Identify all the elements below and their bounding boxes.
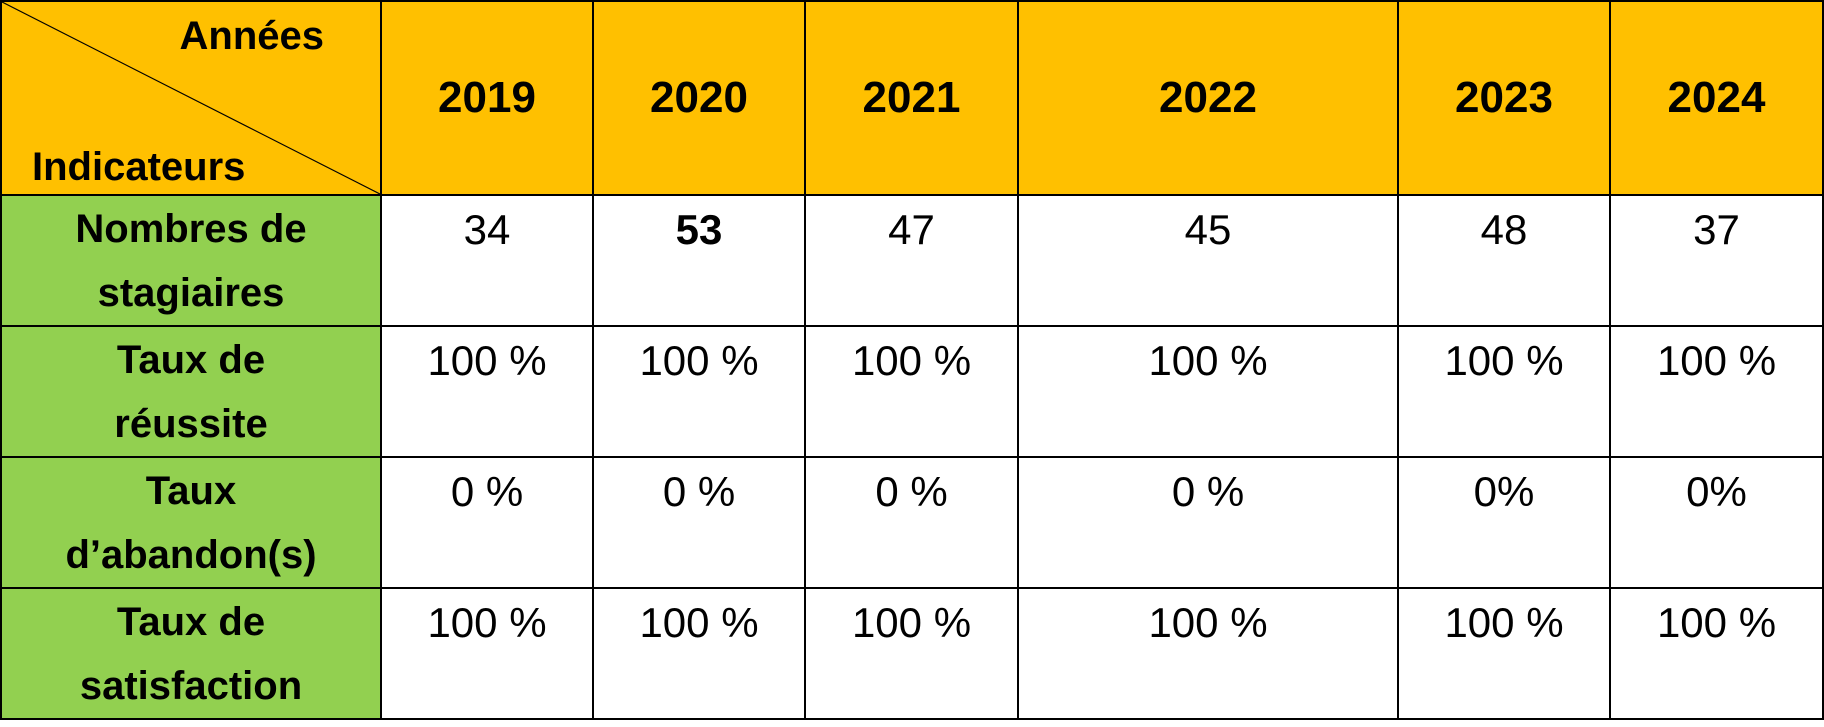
value-cell: 100 % <box>593 588 805 719</box>
value-cell: 100 % <box>805 326 1018 457</box>
corner-cell: Années Indicateurs <box>1 1 381 195</box>
value-cell: 47 <box>805 195 1018 326</box>
value-cell: 0 % <box>1018 457 1398 588</box>
row-header-line: réussite <box>114 402 267 446</box>
value-cell: 0 % <box>381 457 593 588</box>
value-cell: 100 % <box>1398 588 1610 719</box>
header-row: Années Indicateurs 2019 2020 2021 2022 2… <box>1 1 1823 195</box>
value-cell: 0 % <box>593 457 805 588</box>
year-header: 2024 <box>1610 1 1823 195</box>
row-header-line: d’abandon(s) <box>65 533 316 577</box>
year-header: 2021 <box>805 1 1018 195</box>
row-header-line: Nombres de <box>75 207 306 251</box>
value-cell: 45 <box>1018 195 1398 326</box>
row-header-line: Taux de <box>117 338 265 382</box>
value-cell: 48 <box>1398 195 1610 326</box>
value-cell: 34 <box>381 195 593 326</box>
year-header: 2020 <box>593 1 805 195</box>
year-header: 2019 <box>381 1 593 195</box>
value-cell: 100 % <box>1018 588 1398 719</box>
row-header-line: Taux de <box>117 600 265 644</box>
value-cell: 100 % <box>593 326 805 457</box>
row-header-satisfaction: Taux de satisfaction <box>1 588 381 719</box>
value-cell: 100 % <box>1610 326 1823 457</box>
row-header-stagiaires: Nombres de stagiaires <box>1 195 381 326</box>
value-cell: 100 % <box>381 588 593 719</box>
value-cell: 37 <box>1610 195 1823 326</box>
value-cell: 53 <box>593 195 805 326</box>
corner-label-years: Années <box>180 14 325 59</box>
value-cell: 100 % <box>1610 588 1823 719</box>
row-header-abandon: Taux d’abandon(s) <box>1 457 381 588</box>
table-row: Taux de réussite 100 % 100 % 100 % 100 %… <box>1 326 1823 457</box>
year-header: 2022 <box>1018 1 1398 195</box>
row-header-line: Taux <box>146 469 236 513</box>
value-cell: 100 % <box>381 326 593 457</box>
row-header-line: satisfaction <box>80 664 302 708</box>
table-row: Nombres de stagiaires 34 53 47 45 48 37 <box>1 195 1823 326</box>
table-row: Taux de satisfaction 100 % 100 % 100 % 1… <box>1 588 1823 719</box>
value-cell: 0% <box>1398 457 1610 588</box>
value-cell: 100 % <box>805 588 1018 719</box>
table-row: Taux d’abandon(s) 0 % 0 % 0 % 0 % 0% 0% <box>1 457 1823 588</box>
value-cell: 0% <box>1610 457 1823 588</box>
value-cell: 0 % <box>805 457 1018 588</box>
year-header: 2023 <box>1398 1 1610 195</box>
value-cell: 100 % <box>1018 326 1398 457</box>
corner-label-indicators: Indicateurs <box>32 145 245 190</box>
row-header-reussite: Taux de réussite <box>1 326 381 457</box>
row-header-line: stagiaires <box>98 271 285 315</box>
value-cell: 100 % <box>1398 326 1610 457</box>
